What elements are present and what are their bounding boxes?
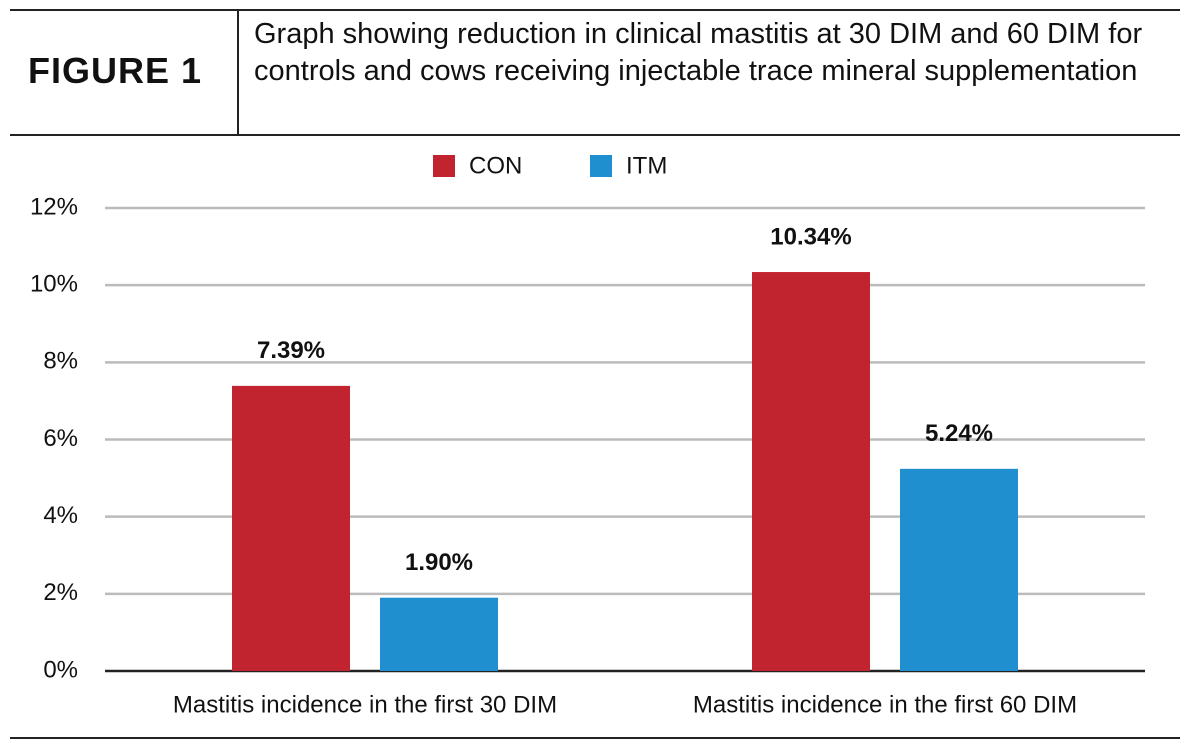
legend-label: ITM [626,152,667,179]
y-tick-label: 4% [43,502,78,529]
x-tick-label: Mastitis incidence in the first 30 DIM [173,691,557,718]
legend-swatch [433,155,455,177]
value-label: 7.39% [257,337,325,364]
bar [232,385,350,671]
legend-label: CON [469,152,522,179]
y-tick-label: 6% [43,425,78,452]
figure-label: FIGURE 1 [28,50,203,91]
legend-swatch [590,155,612,177]
y-tick-label: 0% [43,656,78,683]
chart-title: Graph showing reduction in clinical mast… [254,18,1143,87]
x-tick-label: Mastitis incidence in the first 60 DIM [693,691,1077,718]
value-label: 5.24% [925,420,993,447]
y-tick-label: 8% [43,348,78,375]
y-tick-label: 10% [30,271,78,298]
y-tick-label: 12% [30,193,78,220]
bar [380,597,498,671]
y-tick-label: 2% [43,579,78,606]
bar [900,468,1018,671]
value-label: 10.34% [770,223,851,250]
bar [752,272,870,671]
value-label: 1.90% [405,549,473,576]
